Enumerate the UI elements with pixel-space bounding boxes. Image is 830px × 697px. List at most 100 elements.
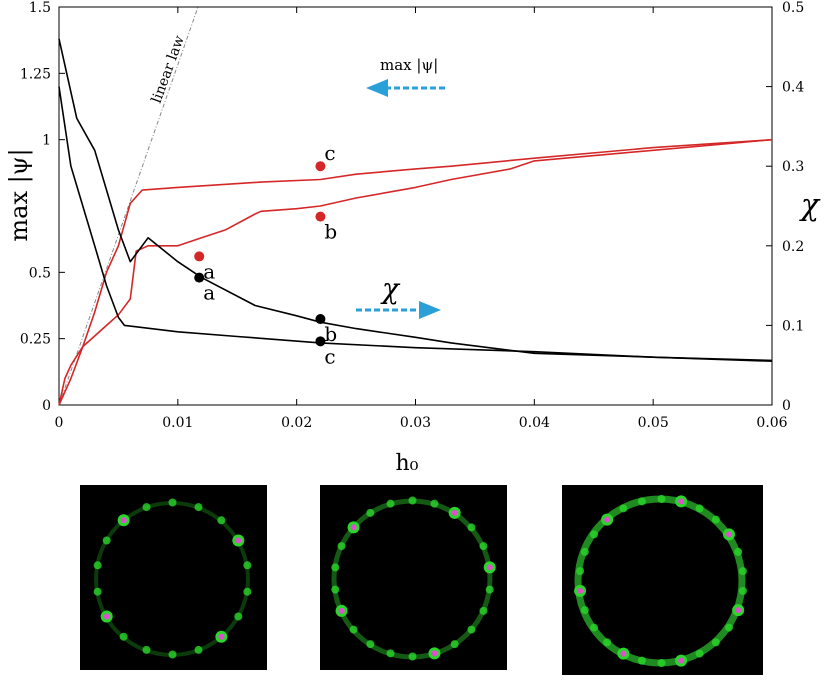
bead-core [678,498,685,505]
bead [93,561,102,570]
inset-c-label: (c) [566,492,593,516]
inset-b-label: (b) [324,492,352,516]
y-right-tick-label: 0.1 [782,318,804,334]
bead [657,659,666,667]
max-psi-arrow-label: max |ψ| [380,56,438,74]
bead [711,638,720,647]
bead-core [218,633,225,640]
bead [467,523,476,532]
inset-a-background [80,485,267,670]
bead [408,652,417,661]
x-tick-label: 0.03 [400,415,431,431]
bead-core [725,531,732,538]
linear-law-line [58,6,199,406]
inset-b-beads [331,496,496,661]
bead [734,547,743,556]
y-left-ticks: 0 0.25 0.5 1 1.25 1.5 [20,0,65,414]
bead [93,587,102,596]
point-label-c-left: c [324,141,335,165]
bead [479,542,488,551]
point-label-a-left: a [203,259,215,283]
x-tick-label: 0 [55,415,64,431]
bead [590,530,599,539]
bead [485,585,494,594]
bead [479,606,488,615]
inset-a-beads [93,498,252,659]
x-tick-label: 0.06 [756,415,787,431]
point-c-left [315,161,326,172]
bead [217,516,226,525]
point-a-right [194,272,205,283]
bead [408,496,417,505]
bead [580,606,589,615]
y-left-tick-label: 0.25 [20,332,51,348]
bead [695,649,704,658]
bead-core [338,607,345,614]
point-c-right [315,336,326,347]
bead-core [486,564,493,571]
bead [243,587,252,596]
inset-b-background [320,485,507,670]
inset-c-background [562,485,763,675]
y-right-tick-label: 0.2 [782,239,804,255]
bead [711,515,720,524]
bead [366,640,375,649]
x-tick-label: 0.02 [281,415,312,431]
x-tick-label: 0.01 [162,415,193,431]
bead-core [431,650,438,657]
y-left-tick-label: 1 [42,133,51,149]
bead [168,650,177,659]
inset-c-beads [574,495,747,667]
chi-arrow-head [419,301,441,319]
y-left-tick-label: 0 [42,398,51,414]
inset-c: (c) [562,485,763,675]
bead-core [451,509,458,516]
bead-core [620,650,627,657]
y-left-axis-title: max |ψ| [5,148,34,241]
series-line-4 [58,86,773,362]
bead [467,625,476,634]
bead [337,542,346,551]
y-right-tick-label: 0.3 [782,159,804,175]
bead-core [577,587,584,594]
bead [603,638,612,647]
bead-core [678,657,685,664]
bead [619,504,628,513]
bead-core [103,613,110,620]
y-right-tick-label: 0.5 [782,0,804,16]
bead [243,561,252,570]
bead-core [235,537,242,544]
bead [386,499,395,508]
point-a-left [194,251,205,262]
bead [119,632,128,641]
bead [386,649,395,658]
inset-a: (a) [80,485,267,670]
point-label-c-right: c [324,344,335,368]
x-tick-label: 0.05 [638,415,669,431]
point-label-b-right: b [324,322,337,346]
series-line-3 [58,38,773,362]
bead [142,503,151,512]
inset-b: (b) [320,485,507,670]
bead [576,567,585,576]
bead [590,623,599,632]
y-right-tick-label: 0 [782,398,791,414]
bead [450,640,459,649]
bead [102,536,111,545]
series-line-1 [58,138,773,406]
bead [695,504,704,513]
series-line-2 [58,138,773,406]
bead [331,585,340,594]
bead [194,503,203,512]
x-tick-label: 0.04 [519,415,550,431]
point-b-left [315,211,326,222]
bead [738,567,747,576]
linear-law-label: linear law [149,34,188,106]
bead [142,645,151,654]
x-ticks: 0 0.01 0.02 0.03 0.04 0.05 0.06 [55,7,788,431]
bead-core [120,517,127,524]
point-b-right [315,314,326,325]
chi-arrow-label: χ [380,272,401,305]
inset-a-label: (a) [84,492,112,516]
